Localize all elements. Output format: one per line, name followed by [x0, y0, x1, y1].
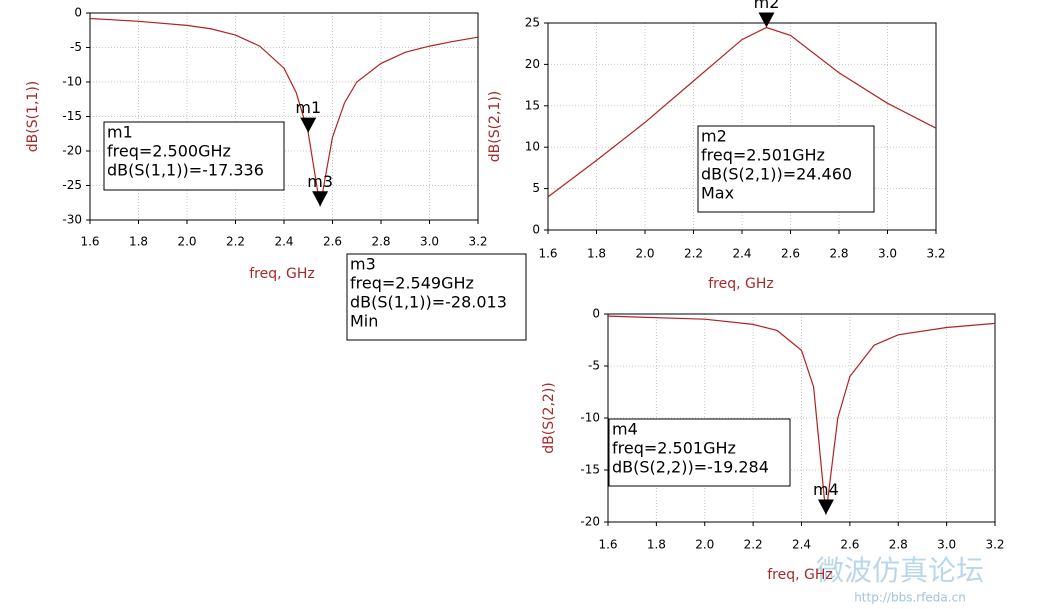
y-tick-label: -20	[580, 515, 600, 529]
x-tick-label: 2.8	[889, 538, 908, 552]
x-tick-label: 2.0	[695, 538, 714, 552]
x-tick-label: 2.4	[792, 538, 811, 552]
y-tick-label: 5	[532, 181, 540, 195]
x-axis-label: freq, GHz	[767, 567, 833, 583]
marker-box-text: freq=2.501GHz	[612, 439, 736, 458]
x-tick-label: 3.2	[985, 538, 1004, 552]
marker-box-text: Max	[701, 184, 734, 203]
marker-box-name: m4	[612, 420, 638, 439]
y-tick-label: 20	[525, 57, 540, 71]
x-tick-label: 2.6	[840, 538, 859, 552]
marker-name: m1	[295, 98, 321, 117]
x-tick-label: 2.6	[781, 247, 800, 261]
marker-box-text: freq=2.501GHz	[701, 146, 825, 165]
marker-triangle	[300, 117, 317, 133]
y-axis-label: dB(S(2,1))	[487, 91, 503, 163]
marker-box-text: dB(S(1,1))=-28.013	[350, 293, 507, 312]
y-tick-label: -15	[580, 463, 600, 477]
plot-frame	[547, 22, 937, 231]
curve	[547, 26, 937, 198]
y-tick-label: -5	[588, 359, 600, 373]
marker-triangle	[312, 191, 329, 207]
marker-box-name: m3	[350, 255, 376, 274]
y-tick-label: 0	[74, 6, 82, 20]
marker-box-frame	[697, 125, 875, 213]
curve	[607, 315, 996, 515]
y-tick-label: 0	[592, 307, 600, 321]
marker-triangle	[817, 499, 834, 515]
watermark-title: 微波仿真论坛	[816, 554, 984, 587]
x-tick-label: 2.0	[177, 235, 196, 249]
x-tick-label: 2.2	[744, 538, 763, 552]
x-tick-label: 2.8	[371, 235, 390, 249]
x-tick-label: 2.2	[684, 247, 703, 261]
y-tick-label: 15	[525, 98, 540, 112]
marker-box-text: Min	[350, 312, 378, 331]
x-tick-label: 3.2	[468, 235, 487, 249]
x-tick-label: 3.0	[937, 538, 956, 552]
x-tick-label: 3.2	[926, 247, 945, 261]
y-tick-label: -5	[70, 40, 82, 54]
y-tick-label: 0	[532, 223, 540, 237]
x-axis-label: freq, GHz	[708, 276, 774, 292]
x-axis-label: freq, GHz	[249, 266, 315, 282]
marker-box-name: m1	[107, 123, 133, 142]
plot-frame	[89, 12, 479, 221]
x-tick-label: 1.6	[598, 538, 617, 552]
x-tick-label: 2.0	[635, 247, 654, 261]
y-axis-label: dB(S(2,2))	[541, 382, 557, 454]
marker-box-frame	[346, 253, 527, 341]
y-tick-label: -30	[62, 213, 82, 227]
y-tick-label: -10	[580, 411, 600, 425]
watermark-url: http://bbs.rfeda.cn	[854, 591, 966, 605]
marker-triangle	[758, 12, 775, 28]
marker-box-text: freq=2.549GHz	[350, 274, 474, 293]
marker-name: m2	[754, 0, 780, 12]
y-tick-label: 10	[525, 140, 540, 154]
plot-frame	[607, 313, 996, 523]
marker-box-frame	[103, 121, 285, 191]
x-tick-label: 3.0	[420, 235, 439, 249]
x-tick-label: 3.0	[878, 247, 897, 261]
x-tick-label: 2.2	[226, 235, 245, 249]
y-axis-label: dB(S(1,1))	[25, 81, 41, 153]
y-tick-label: -25	[62, 178, 82, 192]
y-tick-label: -15	[62, 109, 82, 123]
marker-box-name: m2	[701, 127, 727, 146]
x-tick-label: 1.6	[538, 247, 557, 261]
x-tick-label: 2.6	[323, 235, 342, 249]
x-tick-label: 2.8	[829, 247, 848, 261]
marker-box-text: dB(S(1,1))=-17.336	[107, 161, 264, 180]
x-tick-label: 2.4	[274, 235, 293, 249]
marker-box-frame	[608, 418, 791, 487]
x-tick-label: 1.6	[80, 235, 99, 249]
x-tick-label: 2.4	[732, 247, 751, 261]
marker-box-text: freq=2.500GHz	[107, 142, 231, 161]
marker-box-text: dB(S(2,2))=-19.284	[612, 458, 769, 477]
marker-name: m4	[813, 480, 839, 499]
curve	[89, 17, 479, 207]
y-tick-label: -20	[62, 144, 82, 158]
marker-box-text: dB(S(2,1))=24.460	[701, 165, 852, 184]
x-tick-label: 1.8	[129, 235, 148, 249]
x-tick-label: 1.8	[647, 538, 666, 552]
x-tick-label: 1.8	[587, 247, 606, 261]
marker-name: m3	[307, 172, 333, 191]
y-tick-label: -10	[62, 75, 82, 89]
y-tick-label: 25	[525, 16, 540, 30]
